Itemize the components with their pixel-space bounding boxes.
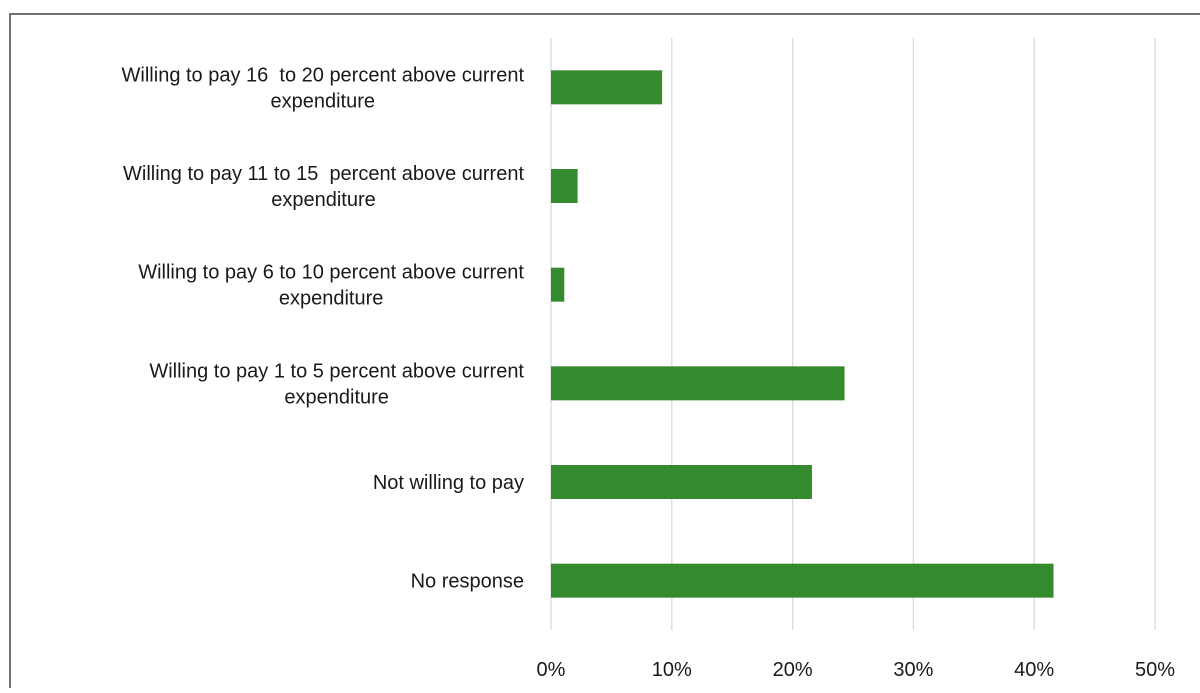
bar bbox=[551, 563, 1054, 598]
bar bbox=[551, 465, 812, 499]
x-tick-label: 10% bbox=[652, 659, 692, 681]
x-axis-tick-labels: 0% 10% 20% 30% 40% 50% bbox=[537, 659, 1176, 681]
x-tick-label: 0% bbox=[537, 659, 566, 681]
category-label-line: Willing to pay 16 to 20 percent above cu… bbox=[122, 64, 525, 86]
grid-layer bbox=[550, 38, 1156, 630]
bars-layer bbox=[551, 70, 1054, 598]
x-tick-label: 50% bbox=[1135, 659, 1175, 681]
category-label: Not willing to pay bbox=[373, 472, 524, 494]
category-label-line: Willing to pay 6 to 10 percent above cur… bbox=[138, 262, 524, 284]
bar bbox=[551, 169, 578, 203]
category-label: Willing to pay 1 to 5 percent above curr… bbox=[149, 360, 524, 408]
category-labels: Willing to pay 16 to 20 percent above cu… bbox=[122, 64, 525, 592]
category-label: Willing to pay 16 to 20 percent above cu… bbox=[122, 64, 525, 112]
category-label-line: Not willing to pay bbox=[373, 472, 524, 494]
bar bbox=[551, 70, 663, 105]
category-label-line: Willing to pay 1 to 5 percent above curr… bbox=[149, 360, 524, 382]
category-label-wrap-line: expenditure bbox=[279, 288, 384, 310]
category-label-wrap-line: expenditure bbox=[284, 386, 389, 408]
x-tick-label: 30% bbox=[893, 659, 933, 681]
category-label: No response bbox=[411, 571, 524, 593]
chart-frame bbox=[9, 13, 1200, 693]
category-label: Willing to pay 6 to 10 percent above cur… bbox=[138, 262, 524, 310]
category-label-wrap-line: expenditure bbox=[271, 90, 376, 112]
category-label-line: Willing to pay 11 to 15 percent above cu… bbox=[123, 163, 524, 185]
bar bbox=[551, 366, 845, 401]
category-label-line: No response bbox=[411, 571, 524, 593]
category-label: Willing to pay 11 to 15 percent above cu… bbox=[123, 163, 524, 211]
x-tick-label: 40% bbox=[1014, 659, 1054, 681]
x-tick-label: 20% bbox=[773, 659, 813, 681]
bar bbox=[551, 267, 565, 302]
category-label-wrap-line: expenditure bbox=[271, 189, 376, 211]
